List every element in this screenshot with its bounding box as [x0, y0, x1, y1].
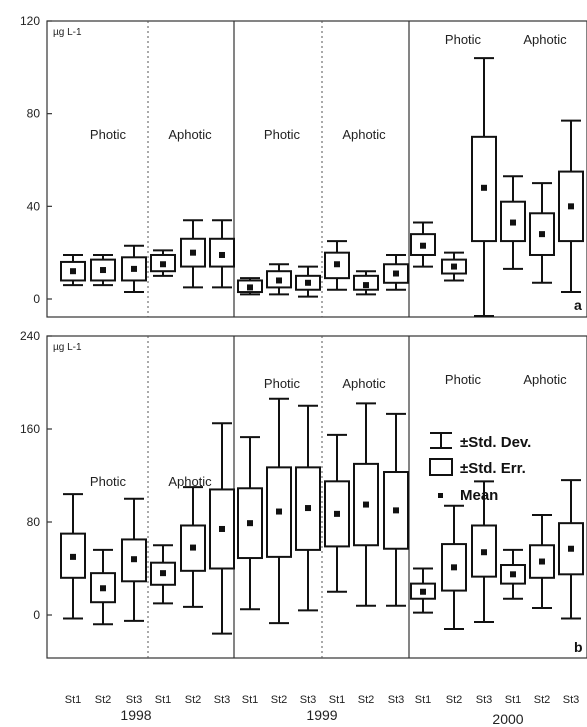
mean-marker-0-6	[247, 284, 253, 291]
panel-a-letter: a	[574, 297, 582, 313]
mean-marker-0-15	[510, 219, 516, 226]
mean-marker-1-4	[190, 544, 196, 551]
mean-marker-0-2	[131, 265, 137, 272]
mean-marker-0-0	[70, 268, 76, 275]
x-tick-label-17: St3	[563, 694, 580, 706]
x-tick-label-12: St1	[415, 694, 432, 706]
legend-sd-label: ±Std. Dev.	[460, 434, 531, 451]
panel-a-unit-label: µg L-1	[53, 27, 82, 38]
panel-b-frame	[46, 335, 587, 659]
legend-se-label: ±Std. Err.	[460, 460, 526, 477]
panel-b-letter: b	[574, 639, 583, 655]
zone-label-1-2: Photic	[264, 376, 301, 391]
mean-marker-0-13	[451, 263, 457, 270]
y-tick-label-0-2: 80	[27, 107, 41, 121]
mean-marker-0-14	[481, 184, 487, 191]
mean-marker-1-16	[539, 558, 545, 565]
x-tick-label-16: St2	[534, 694, 551, 706]
legend-mean-label: Mean	[460, 487, 498, 504]
mean-marker-1-6	[247, 520, 253, 527]
x-tick-label-14: St3	[476, 694, 493, 706]
mean-marker-0-8	[305, 279, 311, 286]
x-tick-label-6: St1	[242, 694, 259, 706]
panel-b-unit-label: µg L-1	[53, 342, 82, 353]
zone-label-0-1: Aphotic	[168, 127, 212, 142]
y-tick-label-0-1: 40	[27, 199, 41, 213]
x-tick-label-1: St2	[95, 694, 112, 706]
legend: ±Std. Dev. ±Std. Err. Mean	[429, 432, 531, 504]
mean-marker-0-12	[420, 242, 426, 249]
x-tick-label-5: St3	[214, 694, 231, 706]
x-tick-label-2: St3	[126, 694, 143, 706]
zone-label-1-4: Photic	[445, 372, 482, 387]
mean-marker-0-7	[276, 277, 282, 284]
zone-label-0-4: Photic	[445, 32, 482, 47]
mean-marker-0-5	[219, 251, 225, 258]
mean-marker-1-0	[70, 553, 76, 560]
mean-marker-1-11	[393, 507, 399, 514]
mean-marker-1-13	[451, 564, 457, 571]
mean-marker-1-2	[131, 556, 137, 563]
legend-mean-icon	[438, 493, 443, 498]
year-label-1999: 1999	[306, 707, 337, 723]
year-label-2000: 2000	[492, 711, 523, 727]
y-tick-label-0-0: 0	[33, 292, 40, 306]
mean-marker-0-11	[393, 270, 399, 277]
mean-marker-1-14	[481, 549, 487, 556]
x-tick-label-9: St1	[329, 694, 346, 706]
box-1-10	[353, 462, 379, 547]
y-tick-label-1-3: 240	[20, 329, 40, 343]
box-1-8	[295, 466, 321, 551]
x-tick-label-10: St2	[358, 694, 375, 706]
zone-label-1-5: Aphotic	[523, 372, 567, 387]
zone-label-1-0: Photic	[90, 474, 127, 489]
y-tick-label-1-0: 0	[33, 608, 40, 622]
mean-marker-1-5	[219, 525, 225, 532]
year-label-1998: 1998	[120, 707, 151, 723]
x-tick-label-8: St3	[300, 694, 317, 706]
mean-marker-1-17	[568, 545, 574, 552]
mean-marker-1-12	[420, 588, 426, 595]
mean-marker-0-9	[334, 261, 340, 268]
zone-label-0-3: Aphotic	[342, 127, 386, 142]
x-tick-label-13: St2	[446, 694, 463, 706]
mean-marker-0-16	[539, 231, 545, 238]
y-tick-label-0-3: 120	[20, 14, 40, 28]
x-tick-label-4: St2	[185, 694, 202, 706]
legend-sd-icon	[430, 432, 452, 449]
mean-marker-1-1	[100, 585, 106, 592]
mean-marker-0-4	[190, 249, 196, 256]
mean-marker-1-15	[510, 571, 516, 578]
zone-label-0-2: Photic	[264, 127, 301, 142]
chart-marks: 0 40 80 120 Photic Aphotic Photic Aphotic Photic…	[20, 14, 584, 706]
mean-marker-1-9	[334, 510, 340, 517]
mean-marker-0-17	[568, 203, 574, 210]
x-tick-label-7: St2	[271, 694, 288, 706]
x-tick-label-15: St1	[505, 694, 522, 706]
panel-a-frame	[46, 20, 587, 318]
mean-marker-1-3	[160, 570, 166, 577]
zone-label-0-5: Aphotic	[523, 32, 567, 47]
x-tick-label-3: St1	[155, 694, 172, 706]
mean-marker-0-10	[363, 282, 369, 289]
x-tick-label-11: St3	[388, 694, 405, 706]
x-tick-label-0: St1	[65, 694, 82, 706]
y-tick-label-1-1: 80	[27, 515, 41, 529]
zone-label-0-0: Photic	[90, 127, 127, 142]
mean-marker-1-7	[276, 508, 282, 515]
zone-label-1-3: Aphotic	[342, 376, 386, 391]
y-tick-label-1-2: 160	[20, 422, 40, 436]
legend-se-icon	[429, 458, 453, 476]
mean-marker-1-8	[305, 505, 311, 512]
mean-marker-1-10	[363, 501, 369, 508]
zone-label-1-1: Aphotic	[168, 474, 212, 489]
mean-marker-0-1	[100, 267, 106, 274]
mean-marker-0-3	[160, 261, 166, 268]
